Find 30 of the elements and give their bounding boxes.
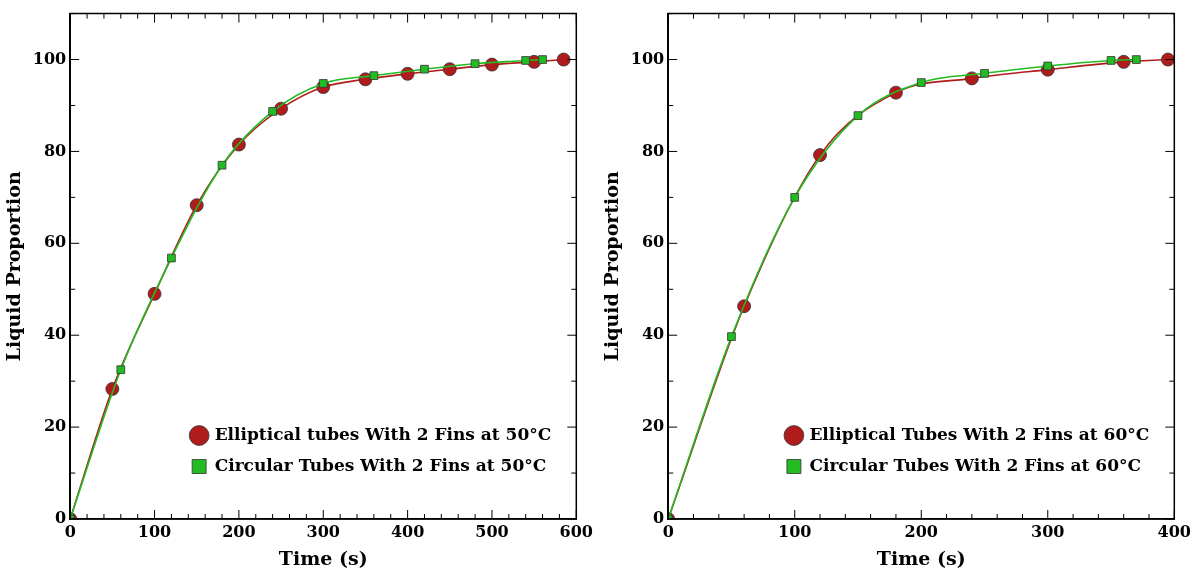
x-tick-label: 100 (778, 521, 812, 541)
y-axis-title: Liquid Proportion (2, 171, 25, 362)
x-axis-title: Time (s) (278, 546, 368, 569)
y-tick-label: 40 (641, 324, 665, 344)
x-tick-label: 200 (904, 521, 938, 541)
y-tick-label: 100 (630, 48, 665, 68)
y-tick-label: 60 (641, 232, 665, 252)
y-tick-label: 40 (43, 324, 67, 344)
legend-label: Circular Tubes With 2 Fins at 60°C (809, 454, 1142, 475)
x-axis-title: Time (s) (876, 546, 966, 569)
x-tick-label: 100 (137, 521, 172, 541)
x-tick-label: 200 (222, 521, 256, 541)
y-tick-label: 20 (43, 416, 67, 436)
x-tick-label: 400 (390, 521, 425, 541)
x-tick-label: 400 (1157, 521, 1191, 541)
y-tick-label: 60 (43, 232, 67, 252)
y-tick-label: 0 (653, 508, 665, 528)
x-tick-label: 600 (559, 521, 593, 541)
x-tick-label: 300 (306, 521, 340, 541)
y-tick-label: 100 (32, 48, 67, 68)
x-tick-label: 300 (1031, 521, 1065, 541)
x-tick-label: 500 (475, 521, 509, 541)
y-tick-label: 80 (641, 140, 665, 160)
y-tick-label: 80 (43, 140, 67, 160)
y-tick-label: 0 (55, 508, 67, 528)
y-axis-title: Liquid Proportion (600, 171, 623, 362)
y-tick-label: 20 (641, 416, 665, 436)
legend-label: Elliptical Tubes With 2 Fins at 60°C (809, 423, 1150, 444)
legend-label: Elliptical tubes With 2 Fins at 50°C (214, 423, 552, 444)
legend-label: Circular Tubes With 2 Fins at 50°C (214, 454, 547, 475)
